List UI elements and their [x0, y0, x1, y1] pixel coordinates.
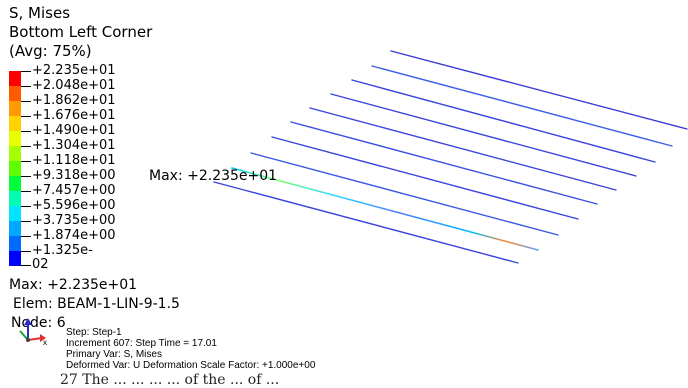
beam-line-max [231, 167, 539, 251]
legend-title-averaging: (Avg: 75%) [9, 42, 92, 60]
max-value: Max: +2.235e+01 [9, 277, 138, 293]
legend-label: +2.048e+01 [32, 78, 116, 93]
legend-tick [21, 236, 31, 237]
legend-swatch [9, 146, 21, 161]
legend-title-variable: S, Mises [9, 4, 71, 22]
beam-line [271, 136, 579, 220]
beam-line [390, 50, 688, 130]
beam-line [330, 93, 637, 177]
legend-swatch [9, 176, 21, 191]
legend-tick [21, 131, 31, 132]
legend-tick [21, 101, 31, 102]
legend-label: +3.735e+00 [32, 213, 116, 228]
beam-line [371, 65, 673, 147]
step-name: Step: Step-1 [66, 327, 122, 338]
caption-text: 27 The ... ... ... ... of the ... of ... [60, 372, 280, 388]
legend-label: +1.676e+01 [32, 108, 116, 123]
legend-label: +1.304e+01 [32, 138, 116, 153]
primary-var: Primary Var: S, Mises [66, 349, 162, 360]
legend-tick [21, 116, 31, 117]
beam-line [250, 152, 559, 236]
max-element: Elem: BEAM-1-LIN-9-1.5 [13, 296, 180, 312]
legend-label: +1.862e+01 [32, 93, 116, 108]
step-increment: Increment 607: Step Time = 17.01 [66, 338, 217, 349]
deformed-var: Deformed Var: U Deformation Scale Factor… [66, 360, 316, 371]
max-node: Node: 6 [11, 315, 66, 331]
legend-label: +1.490e+01 [32, 123, 116, 138]
legend-label: +7.457e+00 [32, 183, 116, 198]
legend-label: +2.235e+01 [32, 63, 116, 78]
legend-swatch [9, 236, 21, 251]
legend-swatch [9, 221, 21, 236]
triad-x-label: x [43, 338, 47, 347]
legend-swatch [9, 71, 21, 86]
legend-swatch [9, 101, 21, 116]
beam-line [351, 79, 656, 163]
beam-line [309, 107, 617, 191]
legend-tick [21, 251, 31, 252]
legend-swatch [9, 116, 21, 131]
legend-tick [21, 265, 31, 266]
legend-label: +1.874e+00 [32, 228, 116, 243]
legend-label: +9.318e+00 [32, 168, 116, 183]
beam-line [290, 121, 598, 205]
legend-tick [21, 206, 31, 207]
legend-swatch [9, 131, 21, 146]
legend-swatch [9, 251, 21, 266]
legend-tick [21, 221, 31, 222]
legend-label: +5.596e+00 [32, 198, 116, 213]
legend-tick [21, 146, 31, 147]
legend-title-location: Bottom Left Corner [9, 23, 153, 41]
legend-tick [21, 161, 31, 162]
legend-swatch [9, 206, 21, 221]
legend-tick [21, 191, 31, 192]
beam-line [213, 181, 519, 264]
legend-label: +1.325e-02 [32, 243, 93, 272]
legend-swatch [9, 86, 21, 101]
max-annotation: Max: +2.235e+01 [149, 168, 278, 184]
legend-tick [21, 71, 31, 72]
legend-tick [21, 86, 31, 87]
legend-label: +1.118e+01 [32, 153, 116, 168]
legend-swatch [9, 161, 21, 176]
legend-tick [21, 176, 31, 177]
model-viewport[interactable] [0, 0, 688, 379]
legend-swatch [9, 191, 21, 206]
